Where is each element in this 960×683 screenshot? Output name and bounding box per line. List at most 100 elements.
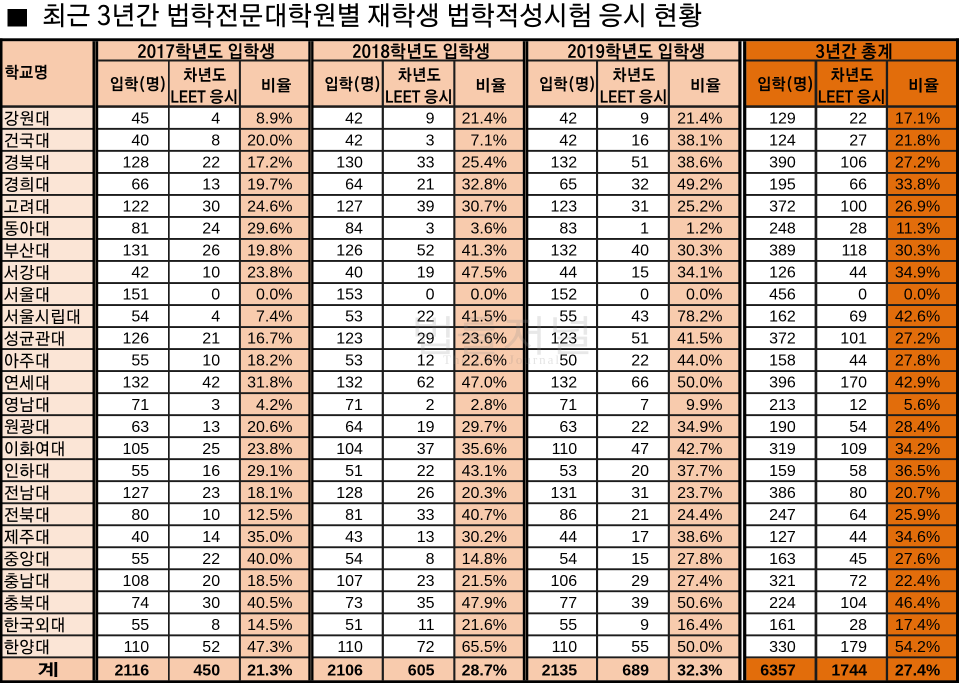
svg-text:54: 54 [849, 419, 867, 436]
svg-text:127: 127 [122, 485, 149, 502]
svg-text:110: 110 [124, 639, 150, 656]
svg-text:78.2%: 78.2% [677, 309, 722, 326]
svg-text:27.6%: 27.6% [895, 551, 940, 568]
svg-text:396: 396 [769, 375, 796, 392]
svg-text:40: 40 [631, 243, 649, 260]
svg-text:51: 51 [345, 463, 363, 480]
svg-text:123: 123 [336, 331, 363, 348]
svg-text:80: 80 [131, 507, 149, 524]
svg-text:21: 21 [202, 331, 220, 348]
svg-text:81: 81 [131, 221, 149, 238]
svg-text:26.9%: 26.9% [895, 199, 940, 216]
svg-text:66: 66 [631, 375, 649, 392]
svg-text:11.3%: 11.3% [896, 221, 940, 238]
svg-text:3: 3 [426, 221, 435, 238]
svg-text:3: 3 [211, 397, 220, 414]
svg-text:0: 0 [858, 287, 867, 304]
svg-text:34.9%: 34.9% [677, 419, 722, 436]
svg-text:84: 84 [345, 221, 363, 238]
svg-text:450: 450 [193, 663, 220, 680]
svg-text:9: 9 [640, 111, 649, 128]
svg-text:34.9%: 34.9% [895, 265, 940, 282]
svg-text:100: 100 [840, 199, 867, 216]
svg-text:28.4%: 28.4% [895, 419, 940, 436]
svg-text:30.2%: 30.2% [462, 529, 507, 546]
svg-text:456: 456 [769, 287, 796, 304]
svg-text:15: 15 [631, 551, 649, 568]
svg-text:4: 4 [211, 111, 220, 128]
svg-text:130: 130 [336, 155, 363, 172]
svg-text:9: 9 [640, 617, 649, 634]
svg-text:55: 55 [631, 639, 649, 656]
svg-text:161: 161 [769, 617, 796, 634]
svg-text:54.2%: 54.2% [895, 639, 940, 656]
svg-text:319: 319 [769, 441, 796, 458]
svg-text:105: 105 [122, 441, 149, 458]
svg-text:9: 9 [426, 111, 435, 128]
svg-text:127: 127 [769, 529, 796, 546]
svg-text:29: 29 [417, 331, 435, 348]
svg-text:34.1%: 34.1% [677, 265, 722, 282]
svg-text:20: 20 [631, 463, 649, 480]
svg-text:47.5%: 47.5% [462, 265, 507, 282]
svg-text:13: 13 [202, 419, 220, 436]
svg-text:41.5%: 41.5% [677, 331, 722, 348]
svg-text:17.4%: 17.4% [895, 617, 940, 634]
svg-text:10: 10 [202, 353, 220, 370]
svg-text:22: 22 [202, 551, 220, 568]
svg-text:22: 22 [417, 309, 435, 326]
svg-text:158: 158 [769, 353, 796, 370]
svg-text:30.3%: 30.3% [677, 243, 722, 260]
svg-text:22: 22 [631, 353, 649, 370]
svg-text:123: 123 [550, 199, 577, 216]
svg-text:22: 22 [631, 419, 649, 436]
svg-text:27.8%: 27.8% [895, 353, 940, 370]
svg-text:330: 330 [769, 639, 796, 656]
svg-text:55: 55 [559, 617, 577, 634]
svg-text:71: 71 [345, 397, 363, 414]
svg-text:81: 81 [345, 507, 363, 524]
svg-text:132: 132 [550, 155, 577, 172]
svg-text:18.2%: 18.2% [247, 353, 292, 370]
svg-text:2116: 2116 [114, 663, 149, 680]
svg-text:7.4%: 7.4% [256, 309, 292, 326]
svg-text:55: 55 [131, 463, 149, 480]
svg-text:22: 22 [849, 111, 867, 128]
svg-text:132: 132 [550, 243, 577, 260]
svg-text:108: 108 [122, 573, 149, 590]
svg-text:52: 52 [417, 243, 435, 260]
svg-text:40.7%: 40.7% [462, 507, 507, 524]
svg-text:63: 63 [559, 419, 577, 436]
svg-text:19: 19 [417, 419, 435, 436]
svg-text:43: 43 [631, 309, 649, 326]
svg-text:80: 80 [849, 485, 867, 502]
svg-text:21.3%: 21.3% [247, 663, 292, 680]
svg-text:54: 54 [131, 309, 149, 326]
svg-text:33.8%: 33.8% [895, 177, 940, 194]
svg-text:101: 101 [840, 331, 867, 348]
svg-text:23.7%: 23.7% [677, 485, 722, 502]
svg-text:8.9%: 8.9% [256, 111, 292, 128]
svg-text:53: 53 [345, 353, 363, 370]
svg-text:25: 25 [202, 441, 220, 458]
svg-text:71: 71 [131, 397, 149, 414]
svg-text:43.1%: 43.1% [462, 463, 507, 480]
svg-text:44: 44 [849, 353, 867, 370]
svg-text:32: 32 [631, 177, 649, 194]
svg-text:213: 213 [769, 397, 796, 414]
svg-text:153: 153 [336, 287, 363, 304]
svg-text:19: 19 [417, 265, 435, 282]
svg-text:124: 124 [769, 133, 796, 150]
svg-text:28: 28 [849, 617, 867, 634]
svg-text:22: 22 [417, 463, 435, 480]
svg-text:4: 4 [211, 309, 220, 326]
svg-text:17.1%: 17.1% [895, 111, 940, 128]
svg-text:33: 33 [417, 155, 435, 172]
svg-text:21.4%: 21.4% [677, 111, 722, 128]
svg-text:55: 55 [131, 353, 149, 370]
svg-text:6357: 6357 [760, 663, 796, 680]
svg-text:390: 390 [769, 155, 796, 172]
svg-text:32.8%: 32.8% [462, 177, 507, 194]
svg-text:7: 7 [640, 397, 649, 414]
svg-text:28: 28 [849, 221, 867, 238]
